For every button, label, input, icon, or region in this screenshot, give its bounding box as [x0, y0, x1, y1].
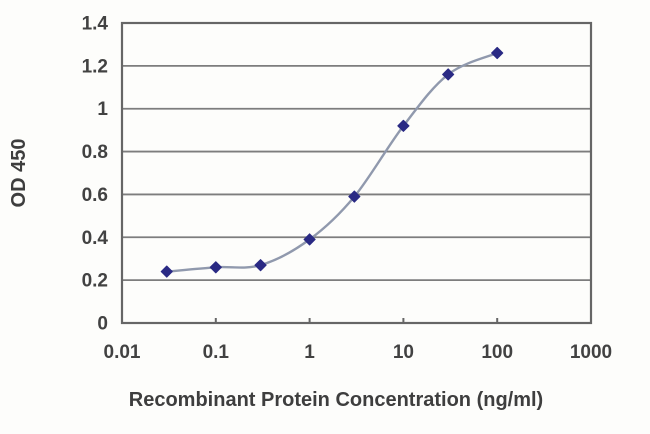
data-point-marker	[209, 261, 222, 274]
plot-area: 0 0.2 0.4 0.6 0.8 1 1.2 1.4 0.01 0.1 1 10 100 1000	[82, 14, 613, 364]
y-tick-label: 1.2	[82, 56, 108, 77]
x-tick-label: 0.01	[104, 342, 141, 363]
y-tick-label: 0.8	[82, 142, 108, 163]
y-axis-title: OD 450	[8, 139, 30, 208]
data-point-marker	[303, 233, 316, 246]
x-tick-label: 0.1	[203, 342, 230, 363]
data-point-marker	[160, 265, 173, 278]
x-tick-label: 1000	[570, 342, 612, 363]
x-tick-label: 100	[481, 342, 513, 363]
x-tick-label: 10	[393, 342, 414, 363]
y-tick-label: 0	[97, 314, 108, 335]
y-tick-label: 1	[97, 99, 108, 120]
y-tick-label: 0.2	[82, 271, 108, 292]
x-axis-title: Recombinant Protein Concentration (ng/ml…	[129, 389, 543, 411]
y-tick-label: 1.4	[82, 14, 109, 35]
plot-border	[120, 21, 593, 325]
data-point-marker	[491, 46, 504, 60]
data-point-marker	[348, 190, 361, 203]
data-point-marker	[397, 119, 410, 132]
y-tick-label: 0.6	[82, 185, 108, 206]
series-line	[165, 51, 499, 273]
x-tick-label: 1	[304, 342, 315, 363]
data-point-marker	[442, 68, 455, 81]
data-point-marker	[254, 259, 267, 272]
y-tick-label: 0.4	[82, 228, 109, 249]
